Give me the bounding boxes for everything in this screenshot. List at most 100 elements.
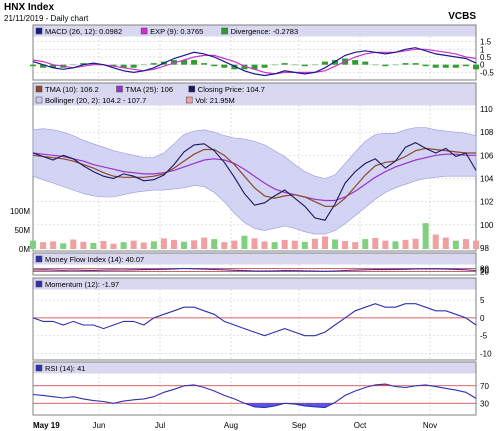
volume-bar	[140, 242, 147, 249]
divergence-bar	[70, 64, 77, 66]
volume-bar	[191, 240, 198, 249]
volume-tick-label: 0M	[19, 245, 30, 254]
y-tick-label: -5	[480, 332, 488, 341]
volume-bar	[342, 241, 349, 249]
volume-bar	[261, 241, 268, 249]
divergence-bar	[432, 64, 439, 68]
divergence-bar	[140, 64, 147, 66]
divergence-bar	[362, 61, 369, 65]
y-tick-label: 5	[480, 296, 485, 305]
month-tick-label: Jun	[93, 421, 106, 430]
chart-title: HNX Index	[4, 2, 54, 13]
y-tick-label: -10	[480, 349, 492, 358]
legend-label: TMA (10): 106.2	[45, 85, 99, 94]
legend-label: Divergence: -0.2783	[231, 27, 299, 36]
volume-bar	[321, 236, 328, 249]
square-icon	[35, 96, 43, 104]
volume-bar	[30, 240, 36, 249]
divergence-bar	[261, 64, 268, 68]
legend-bar-1	[33, 83, 476, 106]
volume-bar	[60, 243, 67, 249]
volume-bar	[130, 240, 137, 249]
volume-bar	[432, 234, 439, 249]
y-tick-label: 106	[480, 151, 494, 160]
y-tick-label: 0	[480, 61, 485, 70]
divergence-bar	[120, 64, 127, 68]
legend-label: Vol: 21.95M	[195, 96, 235, 105]
divergence-bar	[281, 63, 288, 65]
legend-label: Money Flow Index (14): 40.07	[45, 255, 144, 264]
legend-label: Momentum (12): -1.97	[45, 280, 119, 289]
volume-bar	[251, 238, 258, 249]
square-icon	[35, 27, 43, 35]
divergence-bar	[382, 64, 389, 67]
volume-bar	[462, 239, 469, 249]
divergence-bar	[352, 60, 359, 65]
square-icon	[140, 27, 148, 35]
divergence-bar	[80, 63, 87, 65]
overbought-fill	[385, 384, 396, 386]
square-icon	[35, 85, 43, 93]
volume-bar	[241, 235, 248, 249]
divergence-bar	[452, 64, 459, 68]
divergence-bar	[301, 64, 308, 67]
divergence-bar	[181, 60, 188, 65]
volume-bar	[160, 238, 167, 249]
volume-bar	[332, 239, 339, 249]
volume-bar	[100, 241, 107, 249]
volume-bar	[402, 239, 409, 249]
month-tick-label: Jul	[155, 421, 165, 430]
legend-label: EXP (9): 0.3765	[150, 27, 203, 36]
y-tick-label: -0.5	[480, 68, 494, 77]
y-tick-label: 0	[480, 314, 485, 323]
divergence-bar	[473, 64, 479, 70]
divergence-bar	[241, 64, 248, 70]
volume-bar	[352, 242, 359, 249]
divergence-bar	[221, 64, 228, 68]
y-tick-label: 50	[480, 266, 489, 275]
tma25-line	[32, 152, 476, 202]
volume-bar	[372, 237, 379, 249]
volume-tick-label: 50M	[14, 226, 30, 235]
volume-bar	[473, 240, 479, 249]
legend-label: Bollinger (20, 2): 104.2 - 107.7	[45, 96, 146, 105]
volume-bar	[50, 241, 57, 249]
y-tick-label: 70	[480, 382, 489, 391]
volume-bar	[281, 239, 288, 249]
volume-bar	[442, 237, 449, 249]
volume-bar	[221, 242, 228, 249]
volume-bar	[40, 242, 47, 249]
divergence-bar	[30, 64, 36, 67]
y-tick-label: 100	[480, 221, 494, 230]
month-tick-label: May 19	[33, 421, 60, 430]
y-tick-label: 102	[480, 198, 494, 207]
y-tick-label: 108	[480, 128, 494, 137]
divergence-bar	[110, 64, 117, 67]
tma10-line	[32, 147, 476, 207]
divergence-bar	[402, 63, 409, 65]
volume-bar	[110, 243, 117, 249]
divergence-bar	[462, 64, 469, 67]
divergence-bar	[442, 64, 449, 68]
volume-bar	[422, 223, 429, 249]
square-icon	[116, 85, 123, 93]
divergence-bar	[50, 64, 57, 68]
divergence-bar	[392, 64, 399, 66]
month-tick-label: Aug	[224, 421, 238, 430]
legend-bar-2	[33, 253, 476, 265]
volume-bar	[150, 241, 157, 249]
volume-bar	[311, 238, 318, 249]
chart-subtitle: 21/11/2019 - Daily chart	[4, 14, 89, 23]
brand-label: VCBS	[448, 11, 476, 22]
legend-label: TMA (25): 106	[126, 85, 174, 94]
legend-label: Closing Price: 104.7	[198, 85, 265, 94]
y-tick-label: 0.5	[480, 53, 492, 62]
divergence-bar	[201, 63, 208, 65]
legend-bar-4	[33, 362, 476, 374]
oversold-fill	[264, 403, 275, 408]
volume-bar	[291, 240, 298, 249]
volume-bar	[231, 240, 238, 249]
volume-bar	[362, 239, 369, 249]
y-tick-label: 30	[480, 399, 489, 408]
